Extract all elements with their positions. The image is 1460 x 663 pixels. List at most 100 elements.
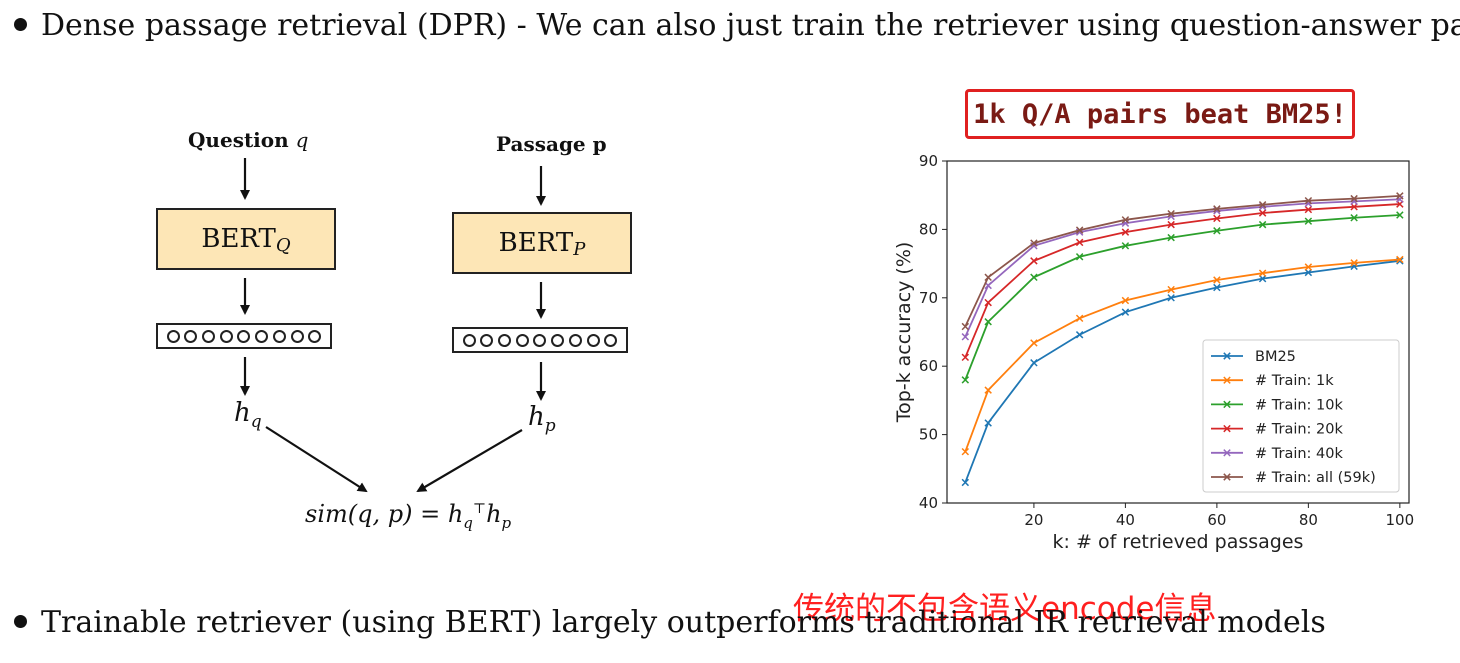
data-point — [1167, 294, 1175, 302]
data-point — [1121, 228, 1130, 236]
data-point — [961, 478, 970, 487]
hq-text: h — [234, 398, 251, 428]
formula-left: sim(q, p) = h — [305, 500, 464, 528]
legend-label: # Train: 1k — [1255, 373, 1334, 389]
data-point — [1258, 220, 1267, 229]
data-point — [984, 318, 992, 326]
data-point — [984, 298, 992, 307]
data-point — [1030, 239, 1038, 247]
x-tick-label: 100 — [1386, 511, 1415, 529]
dpr-diagram: Question q Passage p BERT Q BERT P hq hp s… — [0, 0, 720, 600]
data-point — [1396, 255, 1404, 264]
data-point — [1350, 194, 1358, 203]
legend-marker — [1223, 400, 1231, 409]
data-point — [1304, 268, 1313, 277]
data-point — [1258, 274, 1267, 283]
data-point — [1167, 233, 1175, 242]
y-tick-label: 60 — [919, 357, 938, 375]
formula-sub: q — [463, 513, 473, 532]
data-point — [1121, 296, 1130, 305]
formula-right: h — [486, 500, 502, 528]
data-point — [1121, 308, 1130, 316]
bert-p-box: BERT P — [452, 212, 632, 274]
hp-sub: p — [544, 416, 556, 437]
hq-sub: q — [250, 412, 262, 433]
data-point — [1030, 339, 1038, 347]
data-point — [961, 322, 970, 331]
y-tick-label: 40 — [919, 494, 938, 512]
data-point — [1121, 242, 1130, 250]
data-point — [1075, 331, 1084, 339]
legend-marker — [1223, 352, 1231, 360]
data-point — [961, 376, 970, 384]
arrow-hp-to-sim — [416, 429, 523, 493]
bert-q-text: BERT — [201, 224, 276, 254]
formula-sup: ⊤ — [472, 501, 487, 517]
data-point — [1213, 283, 1221, 292]
data-point — [1121, 216, 1130, 224]
question-label-text: Question — [188, 128, 289, 152]
data-point — [1030, 257, 1038, 265]
legend-marker — [1223, 376, 1231, 384]
x-tick-label: 60 — [1207, 511, 1226, 529]
hp-label: hp — [528, 402, 556, 436]
data-point — [1350, 203, 1358, 211]
bullet-dpr-text: Dense passage retrieval (DPR) - We can a… — [41, 8, 1460, 43]
bert-q-box: BERT Q — [156, 208, 336, 270]
passage-vector — [452, 327, 628, 353]
data-point — [1167, 285, 1175, 294]
plot-frame — [946, 160, 1410, 504]
data-point — [1304, 217, 1313, 225]
passage-label: Passage p — [496, 132, 607, 156]
bert-q-sub: Q — [275, 234, 291, 256]
data-point — [1213, 276, 1221, 284]
similarity-formula: sim(q, p) = hq⊤hp — [305, 500, 511, 532]
data-point — [1304, 263, 1313, 271]
x-axis-label: k: # of retrieved passages — [1053, 531, 1304, 553]
callout-box: 1k Q/A pairs beat BM25! — [965, 89, 1355, 139]
data-point — [1213, 214, 1221, 223]
data-point — [961, 353, 970, 362]
y-tick-label: 50 — [919, 426, 938, 444]
bullet-trainable-text: Trainable retriever (using BERT) largely… — [41, 605, 1326, 640]
bullet-dot — [14, 17, 27, 31]
bullet-trainable: Trainable retriever (using BERT) largely… — [14, 605, 1326, 640]
data-point — [1350, 214, 1358, 222]
data-point — [984, 386, 992, 394]
y-tick-label: 70 — [919, 289, 938, 307]
callout-text: 1k Q/A pairs beat BM25! — [973, 98, 1347, 130]
data-point — [1030, 359, 1038, 367]
data-point — [1075, 253, 1084, 261]
data-point — [961, 333, 970, 341]
legend-marker — [1223, 449, 1231, 457]
data-point — [1396, 257, 1404, 265]
y-tick-label: 80 — [919, 220, 938, 238]
data-point — [1258, 201, 1267, 209]
legend-marker — [1223, 424, 1231, 433]
legend-box — [1202, 339, 1400, 493]
legend-label: # Train: 20k — [1255, 422, 1343, 438]
question-label: Question q — [188, 128, 308, 152]
data-point — [1030, 273, 1038, 282]
data-point — [1167, 209, 1175, 218]
bert-p-sub: P — [573, 238, 586, 260]
question-var: q — [295, 128, 309, 152]
legend-label: # Train: all (59k) — [1255, 470, 1376, 486]
hp-text: h — [528, 402, 545, 432]
legend-label: # Train: 40k — [1255, 446, 1343, 462]
bullet-dot — [14, 614, 27, 628]
data-point — [1167, 220, 1175, 229]
data-point — [984, 273, 992, 282]
accuracy-chart: 20 40 60 80 100 40 50 60 70 80 90 k: # of retrieved… — [893, 152, 1415, 553]
data-point — [1350, 259, 1358, 267]
legend-marker — [1223, 473, 1231, 481]
y-axis-label: Top-k accuracy (%) — [893, 242, 915, 424]
data-point — [1396, 211, 1404, 219]
data-point — [1075, 226, 1084, 234]
formula-right-sub: p — [501, 513, 512, 532]
data-point — [984, 419, 992, 427]
x-tick-label: 80 — [1299, 511, 1318, 529]
legend-label: # Train: 10k — [1255, 397, 1343, 413]
x-tick-label: 40 — [1116, 511, 1135, 529]
data-point — [1075, 314, 1084, 323]
